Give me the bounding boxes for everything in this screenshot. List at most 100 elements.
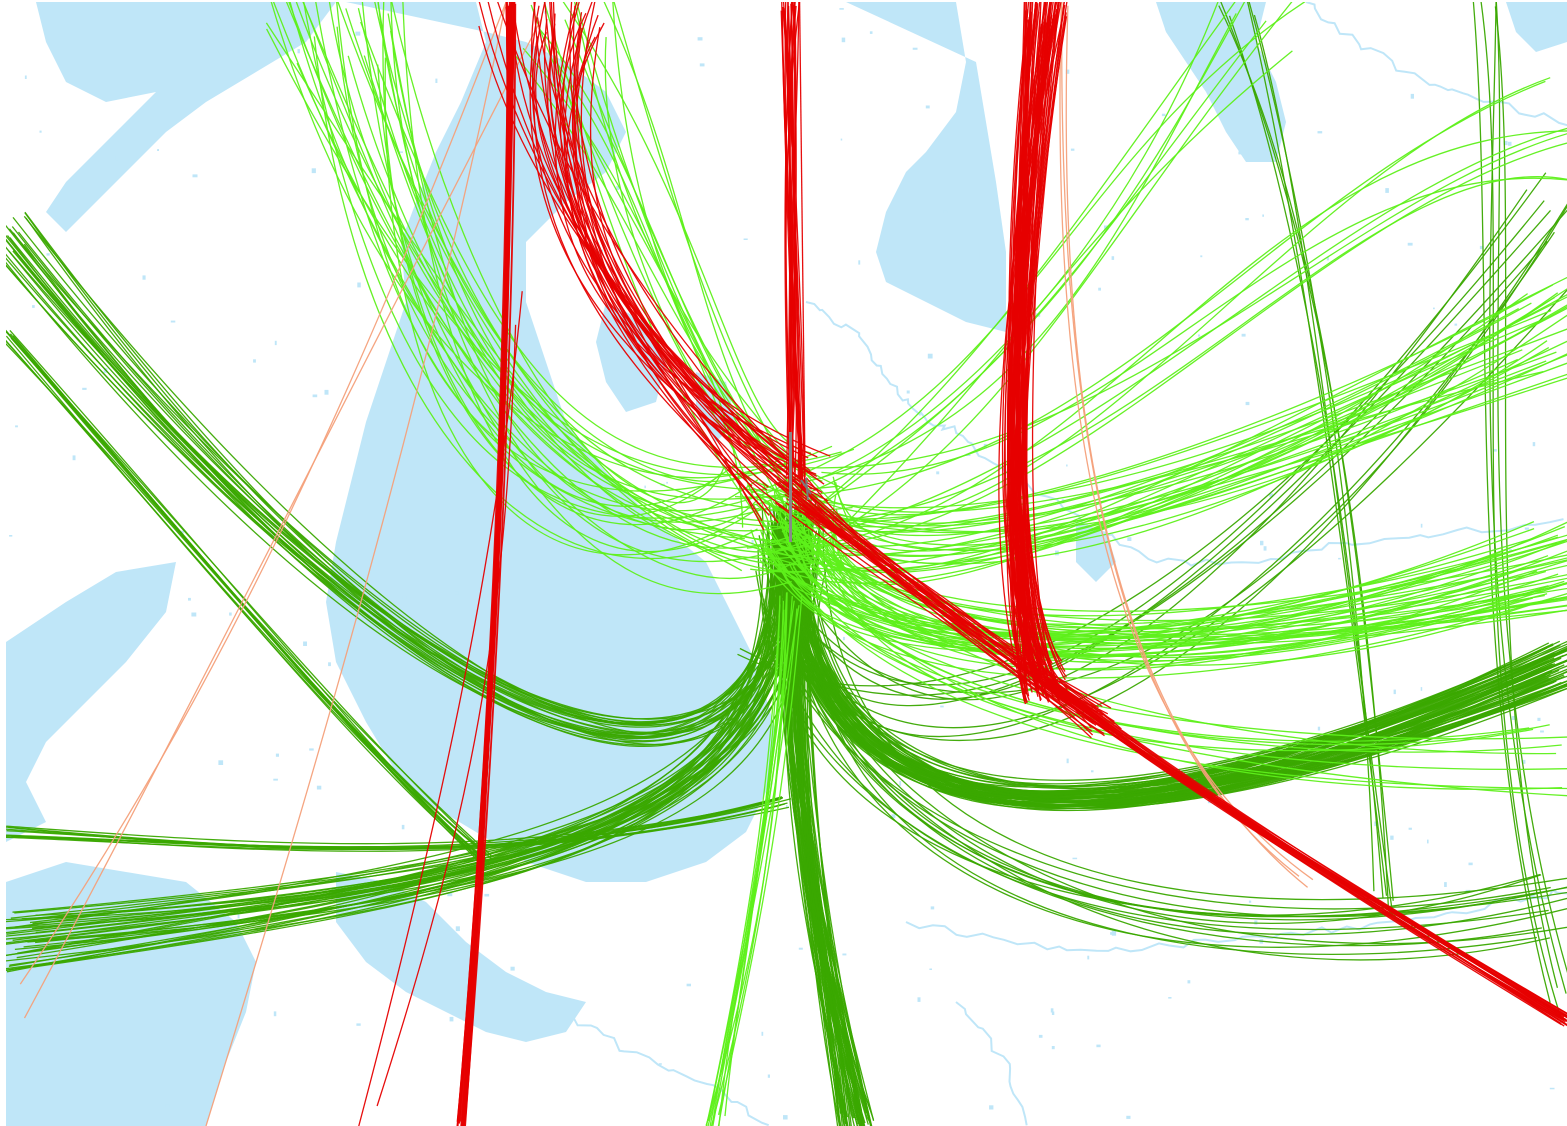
flight-track [17,529,770,954]
pond [1540,730,1544,733]
pond [1070,148,1075,151]
pond [678,830,683,834]
water-body-10 [1076,522,1116,582]
pond [462,527,464,533]
pond [1051,1046,1055,1050]
pond [237,914,240,919]
flight-track [6,798,781,849]
pond [179,530,184,534]
pond [1262,214,1264,217]
track-bundle-dark-green [6,2,1567,1126]
pond [344,543,347,548]
pond [447,893,453,897]
pond [1393,689,1396,695]
flight-track [822,526,1567,901]
flight-track [763,598,1567,917]
flight-track [288,2,817,532]
pond [1096,1044,1101,1048]
pond [699,63,705,67]
flight-track [302,2,792,595]
flight-track [302,2,834,529]
pond [1127,537,1132,541]
runway [789,432,792,542]
pond [1390,835,1394,840]
flight-track [791,593,1567,948]
pond [454,295,457,298]
pond [1522,759,1526,764]
pond [275,753,279,757]
flight-track [1025,19,1060,690]
pond [192,174,198,178]
pond [253,359,256,363]
water-body-3 [36,2,336,232]
flight-track [33,508,764,920]
pond [498,308,501,313]
pond [1207,36,1210,40]
pond [906,390,910,394]
pond [1165,25,1170,31]
pond [743,238,748,240]
flight-track [6,238,810,720]
pond [303,641,307,646]
flight-track [23,215,778,735]
flight-track [575,14,769,488]
water-body-2 [846,2,1006,332]
flight-track [296,62,743,572]
pond [1433,307,1435,310]
flight-track [461,2,514,1126]
pond [1407,242,1413,246]
flight-track [1045,681,1567,1015]
flight-track [787,538,1567,798]
pond [869,31,873,34]
flight-track [497,2,796,468]
pond [940,31,943,34]
pond [1326,256,1329,261]
pond [1263,546,1267,551]
flight-track [712,592,788,1126]
flight-track [788,2,806,482]
pond [121,877,125,881]
pond [24,75,27,79]
pond [1529,38,1533,41]
flight-track [774,502,1092,739]
map-view[interactable] [6,2,1567,1126]
flight-track-map[interactable] [6,2,1567,1126]
pond [1511,716,1516,720]
flight-track [478,2,788,480]
flight-track [613,2,817,511]
pond [273,1011,277,1017]
track-bundle-red [358,2,1567,1126]
pond [401,824,405,830]
flight-track [803,296,1567,586]
pond [1050,1008,1054,1013]
flight-track [821,177,1567,475]
pond [767,1074,770,1078]
flight-track [337,2,726,504]
flight-track [789,5,801,480]
flight-track [6,796,783,848]
pond [328,662,331,667]
flight-track [802,205,1567,694]
pond [188,597,191,601]
flight-track [789,476,1093,732]
flight-track [6,330,488,870]
pond [1427,839,1429,844]
pond [59,1032,62,1035]
pond [769,509,773,514]
flight-track [792,503,1101,724]
pond [32,305,35,308]
flight-track [817,566,1540,921]
flight-track [762,130,1567,550]
flight-track [776,203,1567,742]
flight-track [736,176,1567,524]
pond [170,320,176,323]
pond [46,253,50,256]
pond [82,387,87,390]
pond [1317,726,1321,731]
pond [9,535,13,537]
pond [97,990,99,993]
pond [541,438,544,442]
flight-track [285,2,813,549]
pond [1238,151,1242,155]
flight-track [1009,18,1054,701]
